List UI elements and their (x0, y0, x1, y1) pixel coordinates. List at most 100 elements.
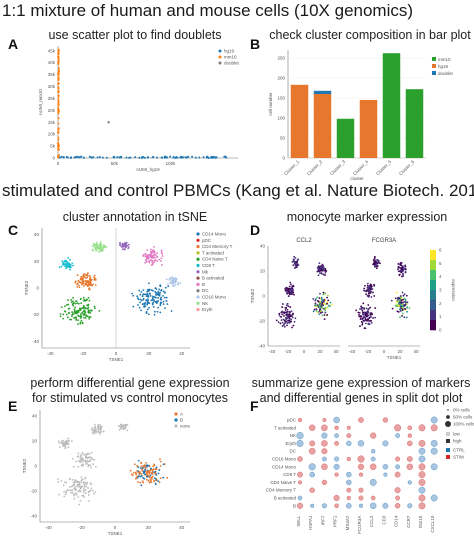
point-none (76, 480, 78, 483)
point-expression (396, 310, 399, 313)
point-a (148, 481, 151, 484)
point-cd4-naive-t (62, 313, 65, 316)
point-mm10 (57, 148, 60, 151)
point-cd8-t (72, 264, 74, 267)
point-cd14-mono (147, 313, 150, 316)
point-expression (286, 310, 289, 313)
point-none (65, 481, 68, 484)
point-expression (283, 312, 286, 315)
point-none (77, 465, 80, 468)
dot-expression (334, 456, 340, 462)
y-tick-label-c: 20 (34, 259, 40, 264)
point-expression (374, 307, 377, 309)
dot-expression (346, 503, 352, 509)
legend-label-b: doublet (438, 71, 454, 76)
point-expression (399, 262, 402, 265)
point-none (126, 423, 129, 426)
legend-marker-a (218, 55, 222, 59)
y-tick-label-e: -20 (30, 488, 37, 493)
point-a (142, 481, 145, 484)
point-nk (100, 243, 103, 246)
colorbar-tick: 6 (439, 248, 442, 253)
point-expression (367, 292, 370, 295)
point-hg19 (60, 155, 63, 158)
point-none (57, 481, 59, 483)
point-mm10 (57, 51, 60, 55)
point-a (148, 473, 151, 475)
point-expression (315, 309, 318, 312)
legend-marker-e (174, 424, 178, 428)
point-none (82, 464, 85, 467)
x-tick-label-d: 40 (413, 349, 419, 354)
point-nk (91, 248, 94, 251)
dot-expression (298, 480, 302, 485)
dot-expression (395, 456, 401, 462)
x-tick-label-e: -20 (78, 525, 85, 530)
point-cd4-naive-t (90, 309, 93, 312)
point-expression (282, 318, 285, 321)
dot-row-label: pDC (287, 418, 297, 423)
point-expression (400, 268, 403, 271)
point-cd4-memory-t (92, 283, 94, 286)
dot-expression (309, 424, 316, 431)
point-cd8-t (67, 264, 70, 267)
point-expression (401, 309, 404, 311)
point-none (102, 430, 105, 433)
dot-expression (407, 433, 412, 438)
point-mk (125, 243, 127, 246)
point-expression (402, 298, 404, 301)
point-hg19 (79, 156, 82, 159)
point-cd14-mono (159, 284, 162, 287)
dot-expression (407, 480, 412, 485)
point-none (79, 487, 82, 490)
point-cd4-naive-t (80, 319, 83, 322)
legend-color-swatch (446, 439, 450, 443)
point-cd14-mono (156, 310, 159, 313)
point-hg19 (73, 156, 77, 159)
point-cd14-mono (147, 302, 150, 304)
point-cd4-naive-t (87, 309, 90, 312)
dot-expression (418, 447, 426, 455)
point-expression (365, 307, 368, 310)
dot-col-label: FCGR3A (357, 516, 362, 534)
point-expression (404, 271, 407, 273)
point-expression (358, 311, 361, 314)
point-expression (379, 262, 381, 265)
point-cd4-memory-t (76, 274, 79, 276)
point-b (145, 260, 148, 263)
point-expression (370, 296, 373, 298)
point-b (154, 482, 157, 485)
point-expression (366, 311, 368, 314)
point-none (84, 455, 87, 458)
x-tick-label-e: 20 (146, 525, 152, 530)
point-cd4-naive-t (77, 319, 79, 322)
x-tick-label-d: 0 (383, 349, 386, 354)
point-none (64, 444, 67, 447)
point-cd4-naive-t (86, 307, 89, 310)
point-expression (284, 309, 287, 311)
point-expression (402, 294, 405, 297)
point-nk (102, 248, 104, 250)
point-expression (363, 308, 366, 310)
point-expression (317, 274, 320, 277)
point-cd4-memory-t (76, 285, 79, 288)
point-expression (314, 305, 317, 308)
point-cd4-naive-t (60, 306, 63, 309)
point-cd4-naive-t (79, 313, 82, 316)
point-none (77, 496, 80, 499)
legend-swatch-b (432, 64, 436, 68)
point-b (144, 468, 146, 471)
dot-expression (407, 440, 413, 447)
point-expression (286, 302, 289, 305)
point-cd8-t (71, 262, 74, 265)
point-hg19 (161, 156, 164, 159)
dot-expression (297, 495, 303, 501)
point-cd4-memory-t (74, 280, 77, 283)
y-tick-label-d: -40 (258, 344, 265, 349)
point-expression (286, 308, 289, 311)
point-none (74, 480, 77, 483)
point-a (148, 465, 151, 468)
point-cd4-naive-t (72, 304, 75, 307)
point-cd14-mono (144, 293, 147, 296)
dot-row-label: B (293, 503, 296, 508)
